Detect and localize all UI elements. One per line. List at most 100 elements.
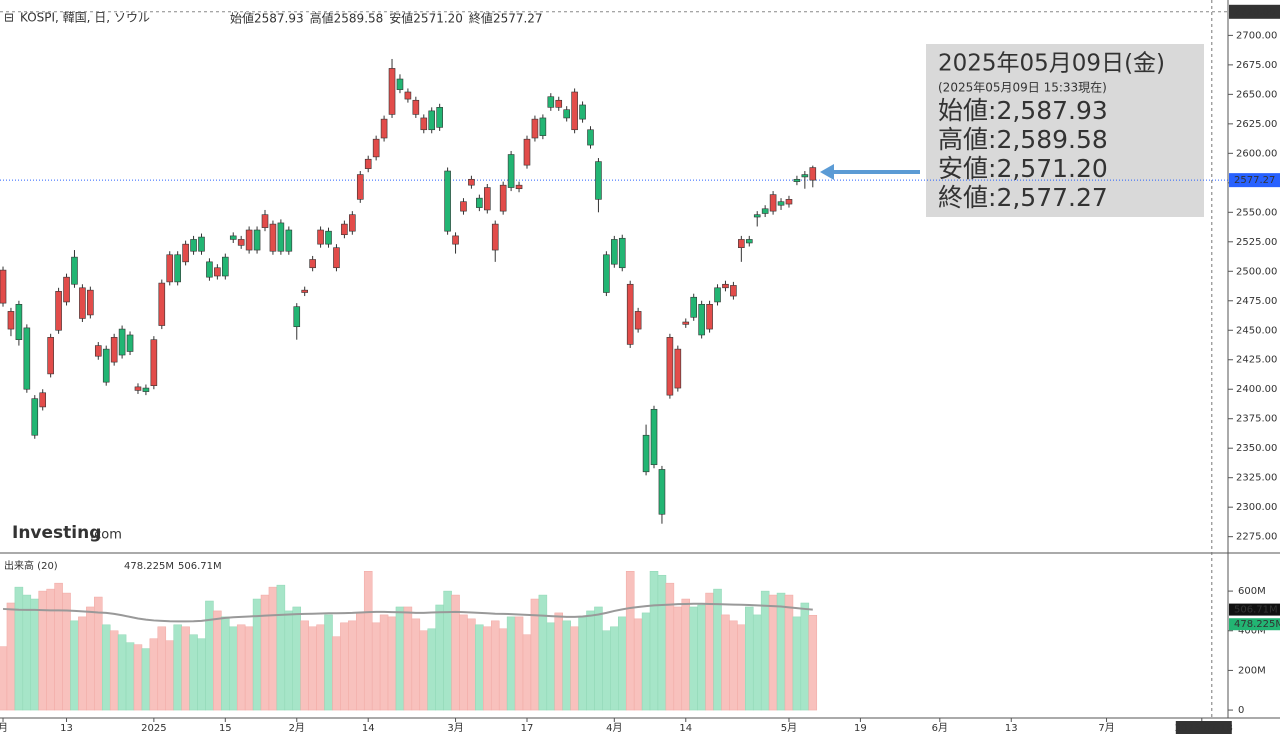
watermark-suffix: .com <box>90 528 122 543</box>
candle-body <box>722 283 729 289</box>
volume-bar <box>498 628 508 711</box>
candle-body <box>206 261 213 278</box>
volume-bar <box>459 614 468 711</box>
candle-body <box>158 282 166 326</box>
volume-bar <box>284 610 294 711</box>
candle-body <box>595 161 602 200</box>
candle-body <box>603 254 610 293</box>
volume-bar <box>276 584 286 711</box>
volume-tick-label: 0 <box>1238 705 1244 716</box>
volume-bar <box>213 610 222 711</box>
volume-bar <box>483 626 492 711</box>
header-value: 2571.20 <box>413 12 463 26</box>
volume-bar <box>594 606 603 711</box>
volume-bar <box>371 622 381 711</box>
x-tick-label: 6月 <box>932 722 948 734</box>
volume-bar <box>356 612 365 711</box>
candle-body <box>634 311 642 330</box>
y-tick-label: 2425.00 <box>1236 355 1277 366</box>
volume-bar <box>78 616 87 711</box>
volume-ma <box>2 602 813 623</box>
top-marker-label: 2720.00 <box>1234 7 1275 18</box>
volume-bar <box>411 618 421 711</box>
volume-bar <box>578 616 587 711</box>
candle-body <box>214 267 221 277</box>
candle-body <box>587 129 594 146</box>
volume-bar <box>665 582 675 711</box>
candle-body <box>198 236 205 252</box>
y-tick-label: 2600.00 <box>1236 148 1277 159</box>
candle-body <box>372 138 380 158</box>
candle-body <box>531 118 539 139</box>
volume-bar <box>244 626 254 711</box>
candle-body <box>618 237 626 269</box>
candle-body <box>753 214 761 218</box>
header-label: 高値 <box>310 11 334 26</box>
x-tick-label: 13 <box>60 723 73 734</box>
candle-body <box>483 187 491 211</box>
candle-body <box>698 304 705 336</box>
volume-bar <box>705 592 714 711</box>
candle-body <box>79 287 86 319</box>
volume-bar <box>6 602 16 711</box>
candle-body <box>126 334 134 352</box>
candle-body <box>626 283 634 345</box>
candle-body <box>666 337 674 396</box>
y-tick-label: 2550.00 <box>1236 207 1277 218</box>
volume-bar <box>340 622 349 711</box>
volume-bar <box>228 626 238 711</box>
candle-body <box>674 348 682 389</box>
volume-bar <box>467 618 476 711</box>
candle-body <box>801 174 809 178</box>
ma-value-box <box>1229 603 1280 616</box>
volume-bar <box>101 624 111 711</box>
candle-body <box>102 348 110 383</box>
candle-body <box>364 158 372 169</box>
candle-body <box>277 222 285 252</box>
volume-bar <box>586 610 595 711</box>
candle-body <box>142 387 150 392</box>
volume-bar <box>292 606 302 711</box>
volume-bar <box>737 624 746 711</box>
volume-bar <box>133 644 143 711</box>
volume-bar <box>554 612 563 711</box>
volume-bar <box>125 642 135 711</box>
candle-body <box>611 239 618 265</box>
last-price-box <box>1229 173 1280 188</box>
candle-body <box>110 337 118 363</box>
volume-bar <box>387 616 397 711</box>
candle-body <box>47 337 54 375</box>
candle-body <box>325 230 332 245</box>
volume-bar <box>22 594 32 711</box>
x-tick-label: 14 <box>362 723 375 734</box>
candle-body <box>444 170 451 232</box>
candle-body <box>785 199 793 205</box>
volume-bar <box>697 604 706 711</box>
volume-bar <box>141 648 151 711</box>
y-tick-label: 2325.00 <box>1236 473 1277 484</box>
candle-body <box>730 285 737 297</box>
candle-body <box>650 408 658 466</box>
volume-bar <box>633 618 643 711</box>
volume-bar <box>46 588 55 711</box>
volume-tick-label: 400M <box>1238 626 1266 637</box>
pane-icon[interactable]: ⊟ <box>4 11 14 25</box>
volume-bar <box>395 606 405 711</box>
candle-body <box>642 434 650 473</box>
volume-bar <box>443 590 452 711</box>
candle-body <box>404 91 412 100</box>
volume-bar <box>308 626 317 711</box>
info-row-value: 2,589.58 <box>996 125 1107 154</box>
candle-body <box>63 276 70 303</box>
volume-bar <box>94 596 103 711</box>
candle-body <box>23 327 31 390</box>
volume-bar <box>641 612 651 711</box>
candle-body <box>349 214 356 232</box>
candle-body <box>793 178 801 182</box>
volume-bar <box>157 626 167 711</box>
volume-bar <box>38 590 47 711</box>
candle-body <box>134 386 142 391</box>
volume-bar <box>657 574 667 711</box>
volume-bar <box>562 620 571 711</box>
volume-bar <box>649 571 659 711</box>
